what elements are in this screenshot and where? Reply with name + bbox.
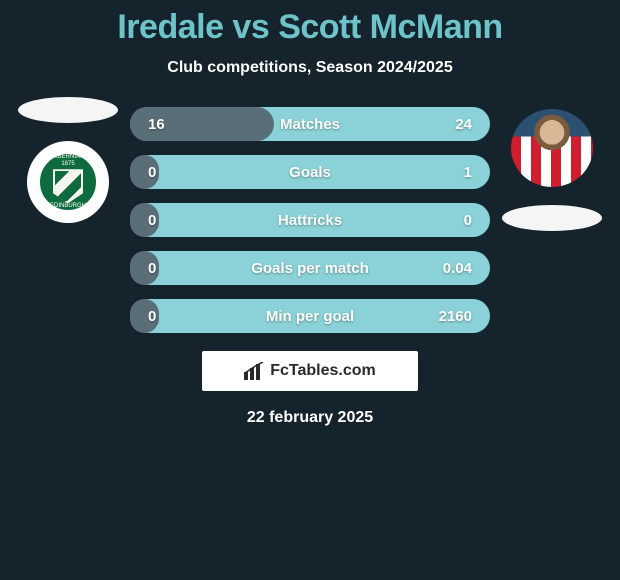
player-photo-right	[511, 109, 593, 187]
club-text-top: HIBERNIAN	[52, 154, 85, 161]
stat-value-left: 0	[148, 308, 156, 325]
club-badge-left: HIBERNIAN 1875 EDINBURGH	[27, 141, 109, 223]
stat-label: Hattricks	[278, 212, 342, 229]
stat-label: Goals	[289, 164, 331, 181]
stat-value-right: 0	[464, 212, 472, 229]
stat-value-right: 24	[455, 116, 472, 133]
stat-value-left: 0	[148, 164, 156, 181]
stat-label: Min per goal	[266, 308, 354, 325]
subtitle: Club competitions, Season 2024/2025	[0, 59, 620, 77]
stat-value-right: 2160	[439, 308, 472, 325]
stat-value-left: 0	[148, 212, 156, 229]
stat-row: 0 Goals per match 0.04	[130, 251, 490, 285]
stat-row: 16 Matches 24	[130, 107, 490, 141]
stat-value-left: 0	[148, 260, 156, 277]
stat-label: Matches	[280, 116, 340, 133]
stat-value-left: 16	[148, 116, 165, 133]
stat-value-right: 0.04	[443, 260, 472, 277]
date: 22 february 2025	[0, 409, 620, 427]
left-column: HIBERNIAN 1875 EDINBURGH	[18, 97, 118, 223]
stat-label: Goals per match	[251, 260, 369, 277]
stats-column: 16 Matches 24 0 Goals 1 0 Hattricks 0 0 Goals per …	[130, 107, 490, 333]
watermark-text: FcTables.com	[270, 362, 376, 380]
club-placeholder-right	[502, 205, 602, 231]
club-badge-inner: HIBERNIAN 1875 EDINBURGH	[37, 151, 99, 213]
stat-row: 0 Min per goal 2160	[130, 299, 490, 333]
page-title: Iredale vs Scott McMann	[0, 8, 620, 47]
stat-row: 0 Goals 1	[130, 155, 490, 189]
club-text-year: 1875	[61, 161, 74, 168]
player-placeholder-left	[18, 97, 118, 123]
comparison-card: Iredale vs Scott McMann Club competition…	[0, 0, 620, 427]
stat-value-right: 1	[464, 164, 472, 181]
right-column	[502, 109, 602, 231]
club-text-bottom: EDINBURGH	[50, 203, 86, 210]
bars-icon	[244, 362, 266, 380]
watermark: FcTables.com	[202, 351, 418, 391]
club-shield-icon	[53, 169, 83, 203]
stat-row: 0 Hattricks 0	[130, 203, 490, 237]
main-row: HIBERNIAN 1875 EDINBURGH 16 Matches 24 0 Goa…	[0, 107, 620, 333]
